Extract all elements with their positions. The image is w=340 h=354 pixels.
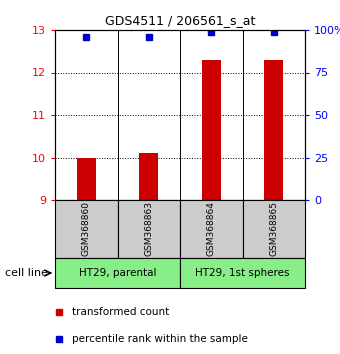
Text: HT29, parental: HT29, parental [79,268,156,278]
Bar [202,60,221,200]
Bar [55,200,118,258]
Bar [265,60,283,200]
Bar [180,258,305,288]
Bar [180,200,242,258]
Bar [77,158,96,200]
Bar [55,258,180,288]
Bar [242,200,305,258]
Title: GDS4511 / 206561_s_at: GDS4511 / 206561_s_at [105,15,255,28]
Text: transformed count: transformed count [72,307,169,316]
Text: GSM368864: GSM368864 [207,201,216,256]
Text: GSM368865: GSM368865 [269,201,278,257]
Text: cell line: cell line [5,268,48,278]
Text: percentile rank within the sample: percentile rank within the sample [72,334,248,344]
Text: HT29, 1st spheres: HT29, 1st spheres [195,268,290,278]
Bar [118,200,180,258]
Bar [139,153,158,200]
Text: GSM368860: GSM368860 [82,201,91,257]
Text: GSM368863: GSM368863 [144,201,153,257]
